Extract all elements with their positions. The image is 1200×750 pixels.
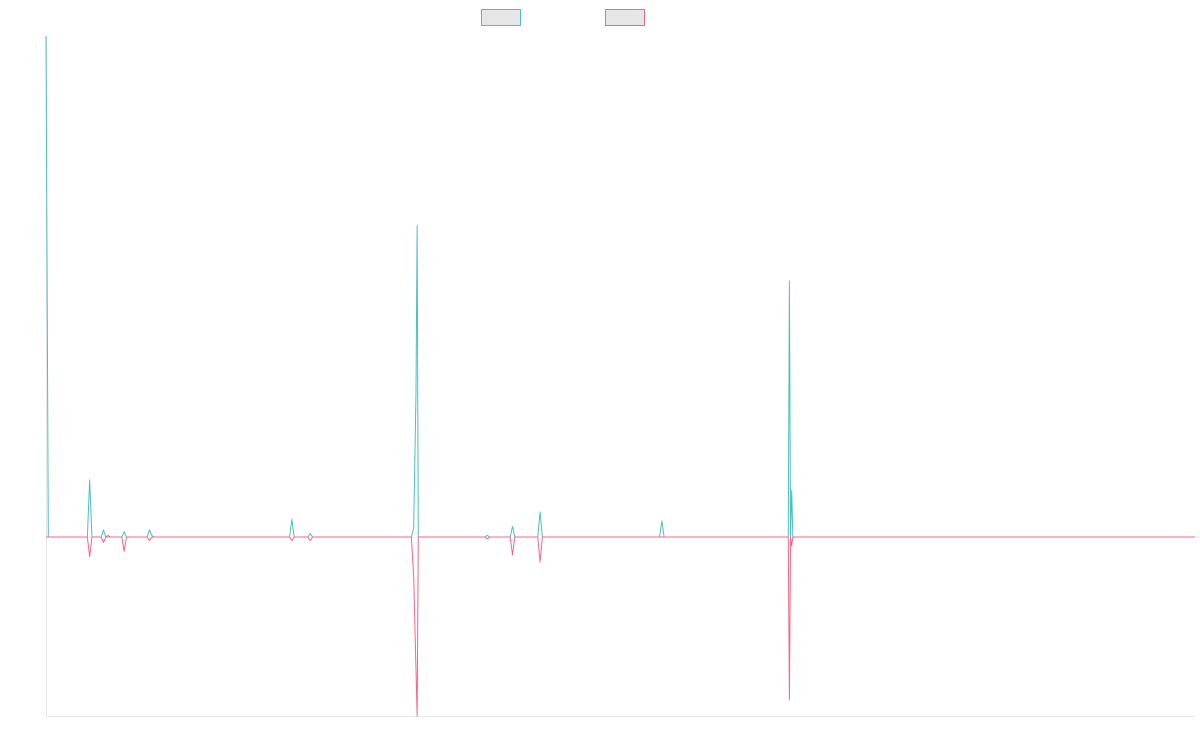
legend-swatch-2[interactable] xyxy=(605,9,645,26)
series-layer xyxy=(45,35,1195,717)
series-line-2 xyxy=(46,536,1195,717)
axes xyxy=(46,36,1195,717)
legend xyxy=(481,9,645,26)
legend-swatch-1[interactable] xyxy=(481,9,521,26)
series-line-1 xyxy=(45,35,1195,538)
